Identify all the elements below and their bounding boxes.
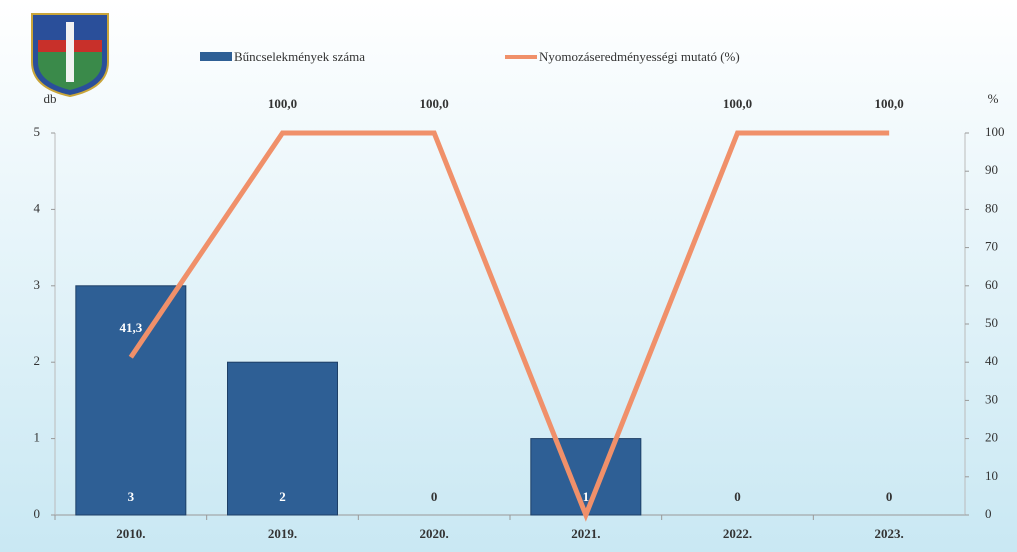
y-tick-label: 4 <box>34 200 41 215</box>
line-value-label: 41,3 <box>119 320 142 335</box>
legend-label: Bűncselekmények száma <box>234 49 365 64</box>
x-tick-label: 2023. <box>875 526 904 541</box>
x-tick-label: 2010. <box>116 526 145 541</box>
y2-tick-label: 100 <box>985 124 1005 139</box>
bar-value-label: 0 <box>734 489 741 504</box>
y2-tick-label: 70 <box>985 239 998 254</box>
y-tick-label: 3 <box>34 277 41 292</box>
x-tick-label: 2022. <box>723 526 752 541</box>
y2-tick-label: 10 <box>985 468 998 483</box>
y2-tick-label: 20 <box>985 430 998 445</box>
y2-tick-label: 50 <box>985 315 998 330</box>
line-value-label: 100,0 <box>420 96 449 111</box>
bar <box>227 361 338 516</box>
x-tick-label: 2020. <box>420 526 449 541</box>
y-axis-label: db <box>44 91 57 106</box>
y2-tick-label: 30 <box>985 391 998 406</box>
y-tick-label: 1 <box>34 430 41 445</box>
bar <box>530 438 642 516</box>
line-value-label: 100,0 <box>723 96 752 111</box>
y2-tick-label: 0 <box>985 506 992 521</box>
y-tick-label: 5 <box>34 124 41 139</box>
bar <box>75 285 187 516</box>
y2-axis-label: % <box>988 91 999 106</box>
line-value-label: 100,0 <box>875 96 904 111</box>
bar-value-label: 0 <box>431 489 438 504</box>
bar-value-label: 0 <box>886 489 893 504</box>
line-value-label: 100,0 <box>268 96 297 111</box>
y2-tick-label: 40 <box>985 353 998 368</box>
y2-tick-label: 90 <box>985 162 998 177</box>
x-tick-label: 2021. <box>571 526 600 541</box>
legend-swatch <box>200 52 232 61</box>
line <box>128 130 890 522</box>
bar-value-label: 3 <box>128 489 135 504</box>
bar-value-label: 1 <box>583 489 590 504</box>
y2-tick-label: 80 <box>985 200 998 215</box>
x-tick-label: 2019. <box>268 526 297 541</box>
legend-label: Nyomozáseredményességi mutató (%) <box>539 49 740 64</box>
y-tick-label: 2 <box>34 353 41 368</box>
y-tick-label: 0 <box>34 506 41 521</box>
bar-value-label: 2 <box>279 489 286 504</box>
y2-tick-label: 60 <box>985 277 998 292</box>
logo <box>31 13 109 98</box>
